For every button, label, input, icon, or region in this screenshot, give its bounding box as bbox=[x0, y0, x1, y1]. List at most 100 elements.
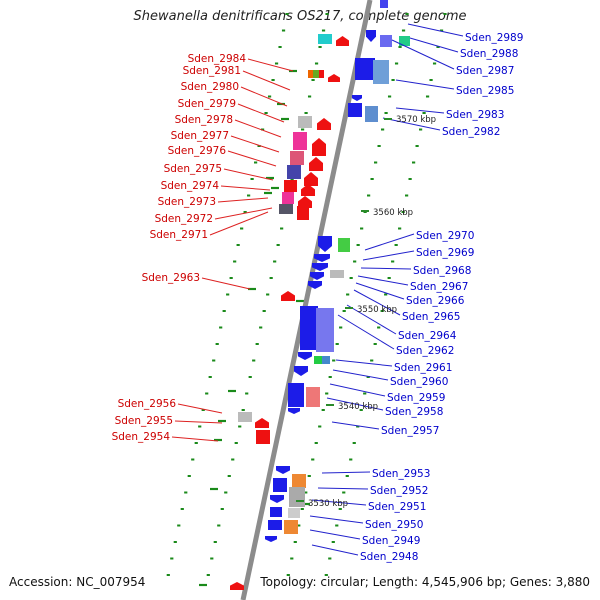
scale-label: 3530 kbp bbox=[308, 499, 348, 509]
gene-box bbox=[314, 356, 324, 364]
label-leader bbox=[362, 250, 415, 261]
label-leader bbox=[337, 314, 395, 350]
gene-box bbox=[297, 206, 309, 220]
genome-backbone bbox=[240, 0, 373, 600]
gene-arrow-reverse bbox=[312, 138, 326, 156]
gene-arrow-forward bbox=[314, 254, 330, 262]
gene-arrow-reverse bbox=[317, 118, 331, 130]
gene-label-sden_2964: Sden_2964 bbox=[398, 330, 457, 342]
gene-box bbox=[270, 507, 282, 517]
gene-arrow-forward bbox=[294, 366, 308, 376]
gene-box bbox=[316, 308, 334, 352]
gene-box bbox=[284, 520, 298, 534]
gene-arrow-forward bbox=[265, 536, 277, 542]
gene-box bbox=[288, 508, 300, 518]
label-leader bbox=[217, 197, 269, 203]
label-leader bbox=[237, 103, 285, 123]
gene-box bbox=[287, 165, 301, 179]
gene-box bbox=[318, 34, 332, 44]
gene-arrow-reverse bbox=[304, 172, 318, 186]
label-leader bbox=[331, 421, 380, 430]
gene-label-sden_2953: Sden_2953 bbox=[372, 468, 430, 480]
label-leader bbox=[214, 207, 273, 220]
gene-label-sden_2970: Sden_2970 bbox=[416, 230, 474, 242]
gene-box bbox=[289, 487, 305, 507]
gene-box bbox=[282, 192, 294, 204]
gene-arrow-reverse bbox=[255, 418, 269, 428]
gene-box bbox=[380, 35, 392, 47]
label-leader bbox=[171, 436, 219, 442]
gene-box bbox=[300, 306, 318, 350]
label-leader bbox=[201, 277, 251, 290]
gene-box bbox=[256, 430, 270, 444]
gene-label-sden_2948: Sden_2948 bbox=[360, 551, 418, 563]
label-leader bbox=[329, 383, 386, 397]
gene-arrow-reverse bbox=[301, 184, 315, 196]
gene-box bbox=[292, 474, 306, 488]
gene-box bbox=[330, 270, 344, 278]
gene-label-sden_2950: Sden_2950 bbox=[365, 519, 423, 531]
label-leader bbox=[230, 135, 280, 153]
gene-label-sden_2975: Sden_2975 bbox=[164, 163, 222, 175]
genome-title: Shewanella denitrificans OS217, complete… bbox=[133, 9, 467, 24]
gene-label-sden_2949: Sden_2949 bbox=[362, 535, 420, 547]
label-leader bbox=[309, 529, 361, 540]
gene-arrow-reverse bbox=[336, 36, 349, 46]
label-leader bbox=[247, 58, 294, 72]
gene-box bbox=[365, 106, 378, 122]
scale-label: 3550 kbp bbox=[357, 305, 397, 315]
label-leader bbox=[309, 515, 364, 524]
gene-arrow-forward bbox=[270, 495, 284, 503]
gene-label-sden_2965: Sden_2965 bbox=[402, 311, 460, 323]
label-leader bbox=[240, 86, 288, 107]
gene-box bbox=[268, 520, 282, 530]
gene-label-sden_2982: Sden_2982 bbox=[442, 126, 500, 138]
gene-arrow-forward bbox=[318, 236, 332, 252]
label-leader bbox=[317, 487, 369, 490]
label-leader bbox=[234, 119, 282, 138]
gene-box bbox=[338, 238, 350, 252]
label-leader bbox=[332, 369, 389, 381]
gene-label-sden_2984: Sden_2984 bbox=[188, 53, 247, 65]
gene-box bbox=[322, 356, 330, 364]
genome-summary-text: Topology: circular; Length: 4,545,906 bp… bbox=[260, 575, 590, 589]
label-leader bbox=[220, 185, 271, 191]
label-leader bbox=[311, 499, 367, 506]
gene-label-sden_2988: Sden_2988 bbox=[460, 48, 518, 60]
label-leader bbox=[209, 211, 269, 236]
gene-box bbox=[306, 387, 320, 407]
label-leader bbox=[355, 282, 405, 300]
gene-label-sden_2972: Sden_2972 bbox=[155, 213, 213, 225]
gene-label-sden_2954: Sden_2954 bbox=[112, 431, 171, 443]
gene-label-sden_2959: Sden_2959 bbox=[387, 392, 445, 404]
gene-label-sden_2981: Sden_2981 bbox=[183, 65, 241, 77]
gene-box bbox=[355, 58, 375, 80]
gene-label-sden_2958: Sden_2958 bbox=[385, 406, 443, 418]
gene-box bbox=[284, 180, 297, 192]
gene-label-sden_2980: Sden_2980 bbox=[181, 81, 239, 93]
label-leader bbox=[311, 544, 359, 556]
gene-label-sden_2957: Sden_2957 bbox=[381, 425, 439, 437]
gene-box bbox=[348, 103, 362, 117]
label-leader bbox=[242, 70, 291, 91]
gene-arrow-forward bbox=[366, 30, 376, 42]
gene-label-sden_2977: Sden_2977 bbox=[171, 130, 229, 142]
gene-box bbox=[319, 70, 324, 78]
scale-label: 3570 kbp bbox=[396, 115, 436, 125]
label-leader bbox=[223, 168, 274, 181]
label-leader bbox=[174, 420, 223, 424]
label-leader bbox=[409, 37, 459, 53]
gene-label-sden_2976: Sden_2976 bbox=[168, 145, 227, 157]
label-leader bbox=[177, 403, 223, 414]
gene-label-sden_2963: Sden_2963 bbox=[142, 272, 200, 284]
gene-arrow-reverse bbox=[328, 74, 340, 82]
tick-marks bbox=[166, 13, 447, 587]
label-leader bbox=[391, 39, 455, 70]
gene-label-sden_2973: Sden_2973 bbox=[158, 196, 216, 208]
gene-label-sden_2952: Sden_2952 bbox=[370, 485, 428, 497]
gene-arrow-reverse bbox=[281, 291, 295, 301]
gene-box bbox=[373, 60, 389, 84]
label-leader bbox=[227, 150, 277, 167]
gene-box bbox=[279, 204, 293, 214]
scale-label: 3560 kbp bbox=[373, 208, 413, 218]
